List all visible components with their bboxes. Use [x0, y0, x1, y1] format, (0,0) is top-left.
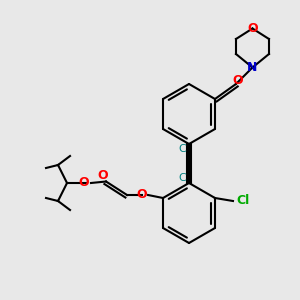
- Text: C: C: [178, 143, 186, 154]
- Text: O: O: [98, 169, 108, 182]
- Text: Cl: Cl: [236, 194, 249, 208]
- Text: O: O: [247, 22, 258, 35]
- Text: O: O: [232, 74, 243, 88]
- Text: C: C: [178, 173, 186, 184]
- Text: N: N: [247, 61, 258, 74]
- Text: O: O: [78, 176, 88, 190]
- Text: O: O: [136, 188, 146, 202]
